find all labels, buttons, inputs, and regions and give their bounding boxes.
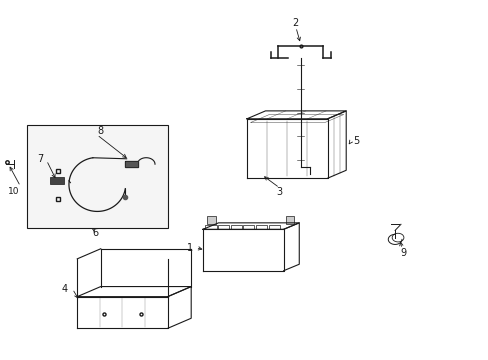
Text: 6: 6: [92, 228, 98, 238]
Bar: [50, 177, 63, 184]
Text: 4: 4: [61, 284, 67, 294]
Bar: [285, 216, 294, 224]
Bar: [218, 225, 229, 229]
Text: 8: 8: [97, 126, 103, 136]
Bar: [243, 225, 254, 229]
Bar: [206, 216, 215, 224]
Text: 2: 2: [292, 18, 298, 28]
Text: 10: 10: [8, 187, 20, 196]
Text: 9: 9: [400, 248, 406, 258]
Bar: [230, 225, 241, 229]
Polygon shape: [125, 161, 138, 167]
Text: 7: 7: [37, 154, 43, 164]
Bar: [255, 225, 266, 229]
Bar: [205, 225, 216, 229]
Bar: [27, 125, 167, 228]
Text: 1: 1: [186, 243, 192, 253]
Text: 5: 5: [352, 136, 358, 146]
Bar: [268, 225, 279, 229]
Text: 3: 3: [276, 187, 282, 197]
